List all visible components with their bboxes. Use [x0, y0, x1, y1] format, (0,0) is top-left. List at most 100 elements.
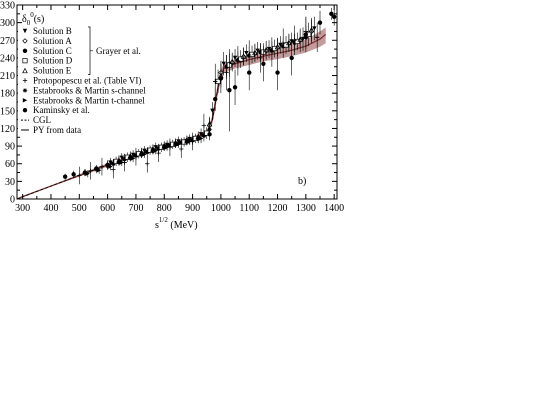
data-point — [297, 36, 303, 42]
data-point — [232, 55, 238, 61]
data-points — [62, 7, 337, 185]
data-point — [119, 155, 124, 161]
data-point — [221, 61, 226, 66]
data-point — [252, 49, 258, 56]
data-point — [213, 79, 218, 84]
data-point — [224, 70, 229, 75]
data-point — [150, 148, 156, 153]
data-point — [292, 38, 297, 43]
data-point — [71, 172, 76, 177]
data-point — [108, 160, 113, 165]
data-point — [116, 159, 122, 165]
y-tick-label: 30 — [5, 177, 15, 188]
legend-swatch — [22, 88, 28, 93]
y-tick-label: 150 — [0, 106, 15, 117]
legend-swatch — [22, 28, 28, 34]
data-point — [278, 42, 283, 48]
series-kaminsky-et-al — [62, 7, 337, 180]
legend-swatch — [22, 78, 28, 83]
data-point — [258, 55, 263, 61]
data-point — [128, 155, 133, 161]
data-point — [218, 76, 224, 81]
x-tick-label: 600 — [100, 203, 115, 214]
y-tick-label: 270 — [0, 36, 15, 47]
legend-entry: Kaminsky et al. — [33, 105, 90, 115]
x-tick-label: 400 — [43, 203, 58, 214]
data-point — [308, 26, 315, 33]
data-point — [210, 108, 215, 114]
legend-swatch — [22, 98, 28, 103]
data-point — [255, 48, 260, 54]
legend-entry: Estabrooks & Martin t-channel — [33, 95, 145, 105]
data-point — [201, 123, 207, 128]
x-tick-label: 300 — [15, 203, 30, 214]
data-point — [244, 51, 249, 56]
data-point — [232, 85, 238, 90]
legend-bracket — [88, 26, 93, 75]
data-point — [235, 58, 241, 64]
data-point — [94, 166, 99, 171]
legend-entry: Protopopescu et al. (Table VI) — [33, 76, 141, 86]
x-tick-label: 700 — [128, 203, 143, 214]
legend-entry: Solution C — [33, 46, 72, 56]
y-tick-label: 300 — [0, 18, 15, 29]
data-point — [314, 35, 320, 40]
x-tick-label: 800 — [157, 203, 172, 214]
data-point — [269, 49, 275, 55]
data-point — [249, 51, 255, 57]
data-point — [280, 41, 286, 46]
legend-entry: Solution E — [33, 66, 72, 76]
data-point — [139, 152, 144, 157]
legend-swatch — [22, 38, 28, 44]
data-point — [99, 164, 105, 169]
data-point — [77, 173, 82, 178]
legend-entry: Solution B — [33, 26, 72, 36]
legend-entry: Solution A — [33, 36, 72, 46]
data-point — [266, 46, 272, 52]
data-point — [331, 14, 337, 19]
legend-swatch — [22, 108, 28, 113]
data-point — [312, 26, 317, 31]
legend-entry: Estabrooks & Martin s-channel — [33, 85, 146, 95]
y-tick-label: 330 — [0, 1, 15, 12]
data-point — [247, 70, 252, 75]
data-point — [286, 39, 292, 46]
data-point — [62, 174, 68, 179]
data-point — [156, 150, 161, 156]
data-point — [162, 145, 167, 150]
y-tick-label: 0 — [10, 195, 15, 206]
data-point — [105, 162, 110, 168]
data-point — [275, 70, 280, 75]
y-axis-label: δ00(s) — [22, 11, 44, 27]
x-tick-label: 1300 — [296, 203, 316, 214]
x-tick-label: 500 — [72, 203, 87, 214]
data-point — [133, 154, 139, 159]
data-point — [88, 168, 93, 173]
data-point — [240, 53, 247, 59]
y-tick-label: 90 — [5, 142, 15, 153]
data-point — [229, 58, 235, 64]
data-point — [196, 136, 201, 141]
x-tick-label: 1100 — [239, 203, 259, 214]
x-tick-label: 900 — [185, 203, 200, 214]
data-point — [272, 45, 278, 52]
axes: 300 400 500 600 700 800 900 1000 1100 1200 1300 140… — [0, 1, 344, 215]
data-point — [238, 56, 244, 62]
legend-bg — [18, 25, 173, 136]
legend-swatch — [22, 67, 28, 74]
data-point — [82, 170, 88, 175]
y-tick-label: 120 — [0, 124, 15, 135]
data-point — [111, 167, 116, 172]
panel-label: b) — [298, 176, 306, 187]
data-point — [303, 32, 309, 37]
data-point — [179, 146, 184, 152]
data-point — [184, 139, 190, 144]
legend-entry: CGL — [33, 115, 51, 125]
y-tick-label: 210 — [0, 71, 15, 82]
legend-swatch — [22, 48, 28, 53]
data-point — [263, 46, 269, 53]
x-tick-label: 1000 — [211, 203, 231, 214]
legend-swatch — [22, 58, 28, 64]
